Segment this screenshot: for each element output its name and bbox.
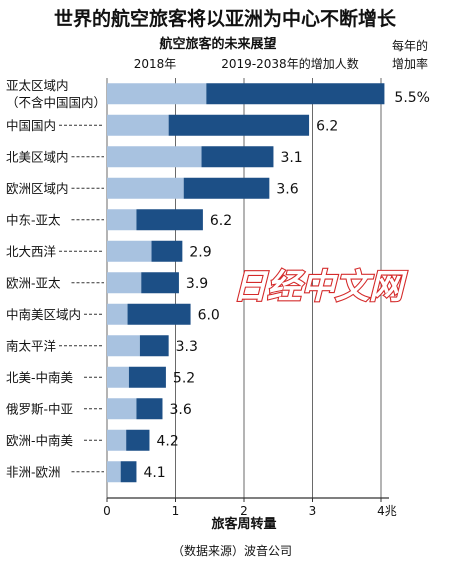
bar-2018 — [107, 303, 128, 325]
x-tick-label: 4兆 — [377, 504, 397, 518]
category-label: 欧洲区域内 — [6, 181, 69, 196]
category-label: （不含中国国内） — [6, 95, 106, 110]
bar-2018 — [107, 366, 129, 388]
category-label: 中国国内 — [6, 118, 56, 133]
growth-rate-label: 3.6 — [276, 181, 298, 197]
growth-rate-label: 3.1 — [280, 150, 302, 166]
bar-increase — [151, 240, 183, 262]
category-label: 欧洲-亚太 — [6, 275, 61, 290]
bar-increase — [126, 429, 150, 451]
bar-increase — [206, 83, 385, 105]
legend-rate-label-2: 增加率 — [392, 56, 428, 71]
watermark: 日经中文网 — [233, 267, 408, 307]
growth-rate-label: 6.2 — [210, 213, 232, 229]
category-label: 南太平洋 — [6, 338, 56, 353]
category-label: 北美区域内 — [6, 149, 69, 164]
x-tick-label: 3 — [309, 504, 317, 518]
growth-rate-label: 5.2 — [173, 370, 195, 386]
category-label: 中南美区域内 — [6, 307, 81, 322]
bar-increase — [136, 209, 203, 231]
value-labels: 5.5% 6.2 3.1 3.6 6.2 2.9 3.9 6.03.3 5.2 3.6 4.2 4.1 — [143, 90, 430, 481]
leader-lines — [59, 124, 104, 473]
bar-increase — [201, 146, 274, 168]
bar-increase — [136, 398, 163, 420]
legend-base-label: 2018年 — [134, 57, 177, 71]
category-labels: 亚太区域内 （不含中国国内） 中国国内北美区域内欧洲区域内中东-亚太北大西洋欧洲-亚… — [6, 78, 106, 480]
bar-2018 — [107, 461, 121, 483]
growth-rate-label: 6.0 — [198, 307, 220, 323]
x-axis-label: 旅客周转量 — [211, 516, 276, 532]
bar-increase — [128, 366, 166, 388]
growth-rate-label: 4.1 — [143, 465, 165, 481]
category-label: 欧洲-中南美 — [6, 433, 73, 448]
category-label: 北美-中南美 — [6, 370, 73, 385]
x-tick-label: 2 — [240, 504, 248, 518]
growth-rate-label: 4.2 — [156, 433, 178, 449]
category-label: 非洲-欧洲 — [6, 464, 61, 479]
bar-2018 — [107, 272, 142, 294]
bar-2018 — [107, 146, 202, 168]
bar-increase — [141, 272, 179, 294]
bar-increase — [127, 303, 191, 325]
growth-rate-label: 3.6 — [169, 402, 191, 418]
bar-2018 — [107, 335, 140, 357]
bar-2018 — [107, 114, 169, 136]
growth-rate-label: 3.3 — [176, 339, 198, 355]
x-tick-label: 0 — [103, 504, 111, 518]
category-label: 中东-亚太 — [6, 212, 61, 227]
growth-rate-label: 5.5% — [394, 90, 430, 106]
bar-increase — [139, 335, 169, 357]
chart-title: 世界的航空旅客将以亚洲为中心不断增长 — [54, 7, 397, 30]
bars-group — [107, 83, 385, 483]
bar-2018 — [107, 398, 137, 420]
legend-rate-label-1: 每年的 — [392, 38, 428, 53]
bar-2018 — [107, 240, 152, 262]
bar-increase — [183, 177, 270, 199]
bar-increase — [120, 461, 137, 483]
category-label: 亚太区域内 — [6, 78, 69, 93]
x-tick-label: 1 — [172, 504, 180, 518]
growth-rate-label: 3.9 — [186, 276, 208, 292]
bar-2018 — [107, 209, 137, 231]
source-note: （数据来源）波音公司 — [172, 543, 292, 558]
category-label: 北大西洋 — [6, 244, 56, 259]
category-label: 俄罗斯-中亚 — [6, 401, 73, 416]
growth-rate-label: 2.9 — [189, 244, 211, 260]
bar-increase — [168, 114, 310, 136]
legend-increase-label: 2019-2038年的增加人数 — [221, 56, 358, 71]
bar-2018 — [107, 429, 127, 451]
x-axis: 0 1 2 3 4兆 — [103, 497, 397, 518]
chart-subtitle: 航空旅客的未来展望 — [159, 36, 276, 52]
bar-2018 — [107, 177, 184, 199]
bar-2018 — [107, 83, 207, 105]
growth-rate-label: 6.2 — [316, 118, 338, 134]
